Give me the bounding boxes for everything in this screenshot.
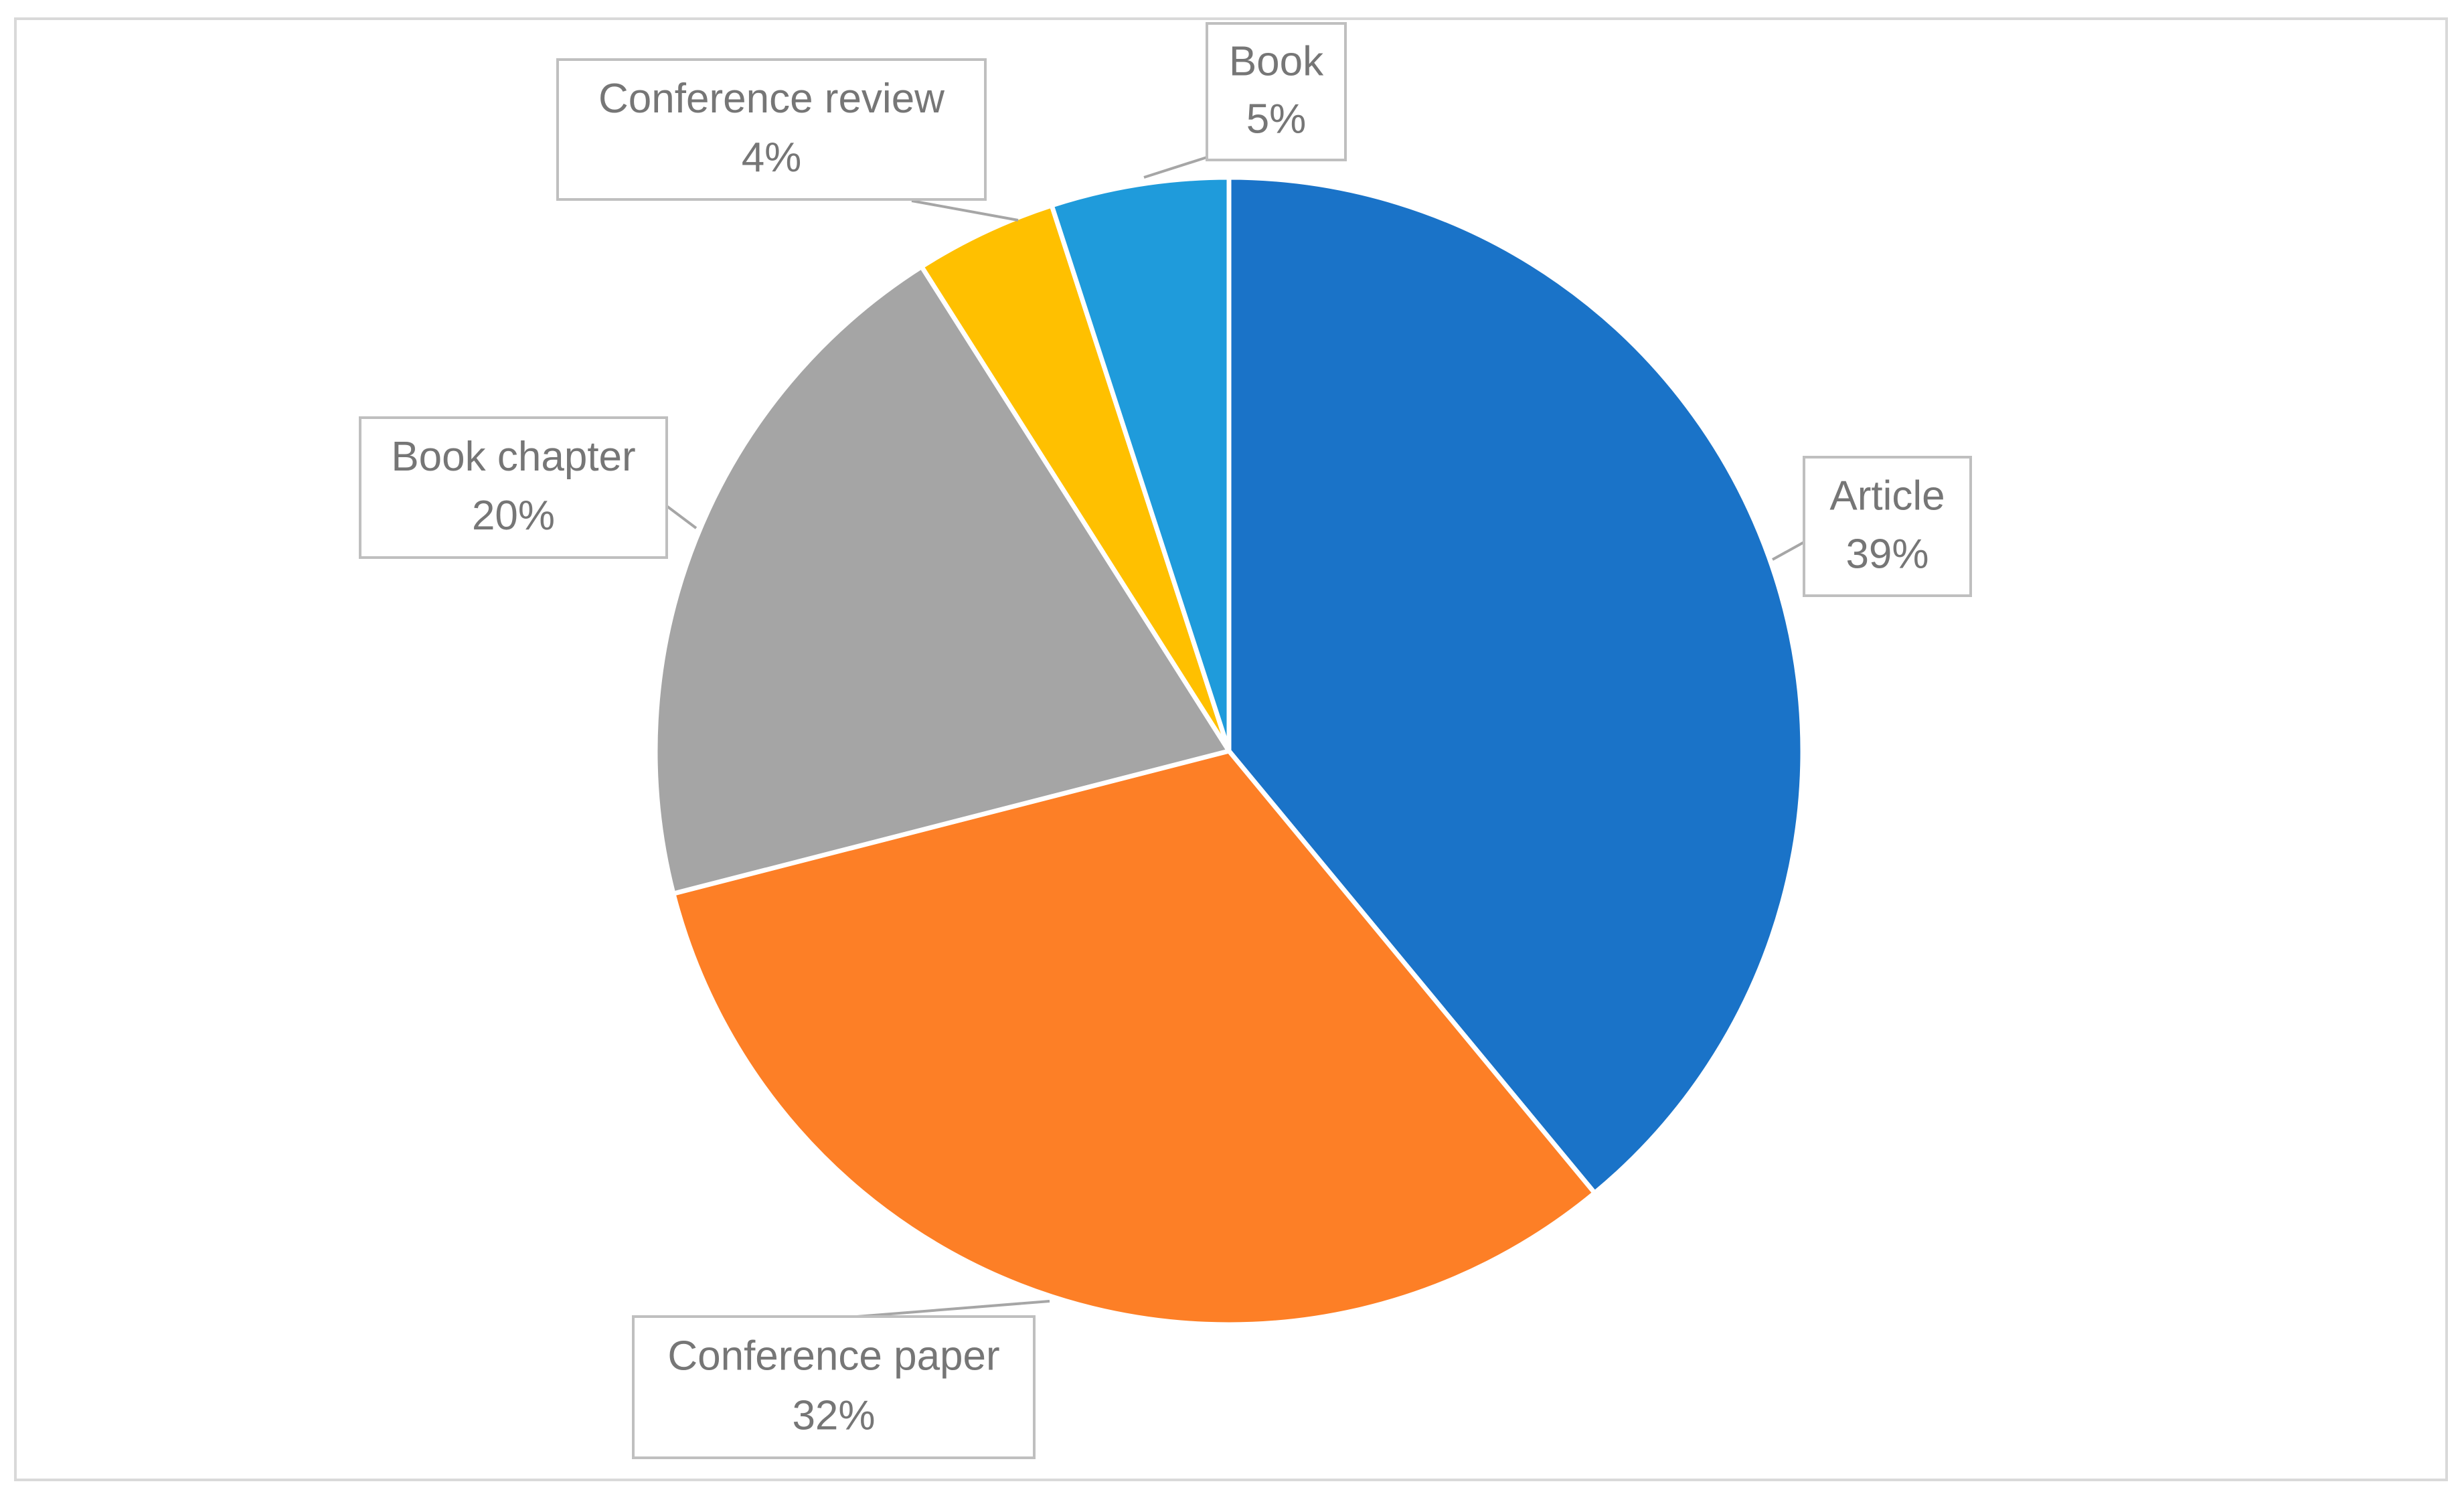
- value-label: 4%: [742, 135, 802, 181]
- category-label: Conference review: [598, 76, 944, 122]
- label-box: [632, 1315, 1036, 1459]
- pie-slice: [1226, 175, 1805, 1195]
- label-box: [556, 58, 987, 201]
- leader-line: [911, 199, 1019, 222]
- value-label: 32%: [792, 1392, 875, 1438]
- category-label: Conference paper: [667, 1333, 999, 1379]
- leader-line: [1143, 156, 1208, 179]
- label-box: [1206, 22, 1347, 161]
- pie-slice: [1049, 175, 1232, 754]
- label-box: [359, 416, 668, 559]
- value-label: 5%: [1246, 96, 1307, 142]
- label-box: [1803, 456, 1972, 597]
- value-label: 39%: [1845, 531, 1928, 577]
- value-label: 20%: [472, 493, 555, 539]
- leader-line: [1772, 541, 1805, 561]
- pie-slice: [653, 264, 1232, 896]
- leader-line: [665, 505, 697, 529]
- leader-line: [856, 1300, 1050, 1318]
- pie-slice: [671, 748, 1597, 1327]
- category-label: Article: [1829, 473, 1945, 519]
- category-label: Book chapter: [391, 434, 635, 480]
- category-label: Book: [1229, 39, 1324, 85]
- pie-slice: [919, 203, 1232, 754]
